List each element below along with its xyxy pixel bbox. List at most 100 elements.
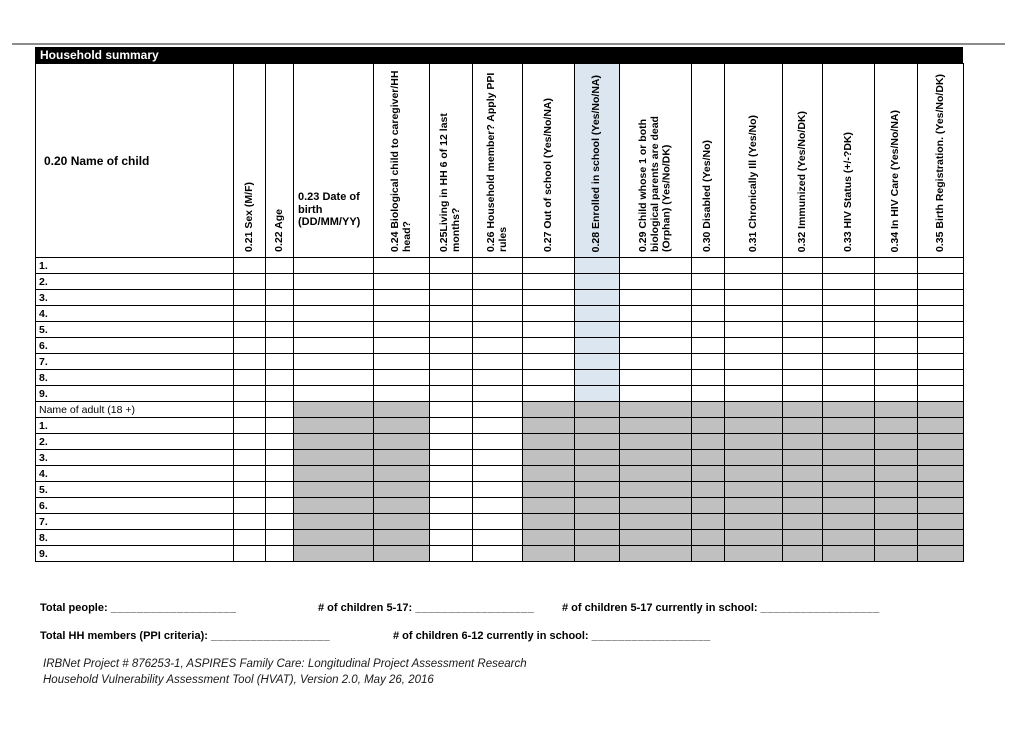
- table-cell: [822, 353, 875, 370]
- table-cell: [619, 401, 692, 418]
- adult-row: 1.: [35, 417, 964, 434]
- table-cell: [619, 321, 692, 338]
- credit-line-version: Household Vulnerability Assessment Tool …: [43, 674, 434, 687]
- table-cell: [574, 369, 620, 386]
- table-cell: [782, 433, 823, 450]
- table-cell: [293, 545, 374, 562]
- table-cell: [874, 497, 918, 514]
- column-header-0.22: 0.22 Age: [265, 63, 294, 258]
- table-cell: [782, 385, 823, 402]
- row-label-cell: 3.: [35, 289, 234, 306]
- table-cell: [522, 465, 575, 482]
- table-cell: [373, 305, 430, 322]
- table-cell: [619, 449, 692, 466]
- table-cell: [472, 257, 523, 274]
- table-cell: [782, 257, 823, 274]
- children-5-17-blank: __________________: [415, 602, 535, 614]
- row-label-cell: 5.: [35, 481, 234, 498]
- table-cell: [429, 305, 473, 322]
- table-cell: [724, 257, 783, 274]
- adult-row: 2.: [35, 433, 964, 450]
- table-cell: [233, 353, 266, 370]
- table-cell: [822, 417, 875, 434]
- table-cell: [691, 321, 725, 338]
- column-header-label: 0.21 Sex (M/F): [242, 181, 255, 252]
- adult-row: 6.: [35, 497, 964, 514]
- column-header-label: 0.20 Name of child: [44, 153, 150, 168]
- table-cell: [265, 497, 294, 514]
- row-label-cell: 7.: [35, 353, 234, 370]
- table-cell: [822, 321, 875, 338]
- table-cell: [233, 545, 266, 562]
- row-label-cell: 4.: [35, 465, 234, 482]
- table-cell: [724, 465, 783, 482]
- table-cell: [293, 481, 374, 498]
- table-cell: [691, 465, 725, 482]
- table-cell: [472, 465, 523, 482]
- table-cell: [917, 513, 964, 530]
- table-cell: [265, 465, 294, 482]
- table-cell: [917, 481, 964, 498]
- table-cell: [373, 513, 430, 530]
- table-cell: [724, 353, 783, 370]
- table-cell: [429, 417, 473, 434]
- table-cell: [822, 449, 875, 466]
- page-top-rule: [12, 43, 1005, 45]
- row-label-cell: 9.: [35, 545, 234, 562]
- table-cell: [724, 385, 783, 402]
- table-cell: [782, 529, 823, 546]
- table-cell: [822, 497, 875, 514]
- table-cell: [724, 545, 783, 562]
- table-cell: [233, 481, 266, 498]
- table-cell: [472, 545, 523, 562]
- row-label-cell: 1.: [35, 257, 234, 274]
- row-label-cell: 6.: [35, 497, 234, 514]
- table-cell: [619, 513, 692, 530]
- table-cell: [373, 449, 430, 466]
- table-cell: [619, 353, 692, 370]
- table-cell: [874, 481, 918, 498]
- table-cell: [574, 257, 620, 274]
- table-cell: [233, 369, 266, 386]
- table-cell: [293, 337, 374, 354]
- column-header-label: 0.23 Date of birth (DD/MM/YY): [298, 191, 361, 229]
- table-cell: [724, 305, 783, 322]
- table-cell: [373, 257, 430, 274]
- table-cell: [822, 273, 875, 290]
- table-cell: [429, 497, 473, 514]
- table-cell: [265, 369, 294, 386]
- table-cell: [293, 369, 374, 386]
- table-cell: [574, 481, 620, 498]
- table-cell: [917, 369, 964, 386]
- column-header-0.21: 0.21 Sex (M/F): [233, 63, 266, 258]
- column-header-0.27: 0.27 Out of school (Yes/No/NA): [522, 63, 575, 258]
- table-cell: [522, 353, 575, 370]
- table-cell: [691, 337, 725, 354]
- total-people-label: Total people:: [40, 602, 108, 614]
- table-cell: [429, 257, 473, 274]
- row-label-cell: Name of adult (18 +): [35, 401, 234, 418]
- children-5-17-label: # of children 5-17:: [318, 602, 413, 614]
- table-cell: [574, 401, 620, 418]
- table-cell: [619, 417, 692, 434]
- table-cell: [233, 289, 266, 306]
- table-cell: [429, 513, 473, 530]
- table-cell: [429, 401, 473, 418]
- table-cell: [874, 337, 918, 354]
- table-cell: [917, 289, 964, 306]
- table-cell: [265, 305, 294, 322]
- table-cell: [472, 497, 523, 514]
- column-header-label: 0.33 HIV Status (+/-?DK): [841, 132, 854, 252]
- table-cell: [373, 481, 430, 498]
- column-header-0.30: 0.30 Disabled (Yes/No): [691, 63, 725, 258]
- table-cell: [917, 497, 964, 514]
- table-cell: [265, 417, 294, 434]
- table-cell: [265, 321, 294, 338]
- adult-section-header-row: Name of adult (18 +): [35, 401, 964, 418]
- table-cell: [429, 449, 473, 466]
- column-header-label: 0.25Living in HH 6 of 12 last months?: [438, 113, 462, 252]
- table-cell: [429, 385, 473, 402]
- children-5-17-in-school-label: # of children 5-17 currently in school:: [562, 602, 758, 614]
- column-header-0.31: 0.31 Chronically Ill (Yes/No): [724, 63, 783, 258]
- column-header-0.28: 0.28 Enrolled in school (Yes/No/NA): [574, 63, 620, 258]
